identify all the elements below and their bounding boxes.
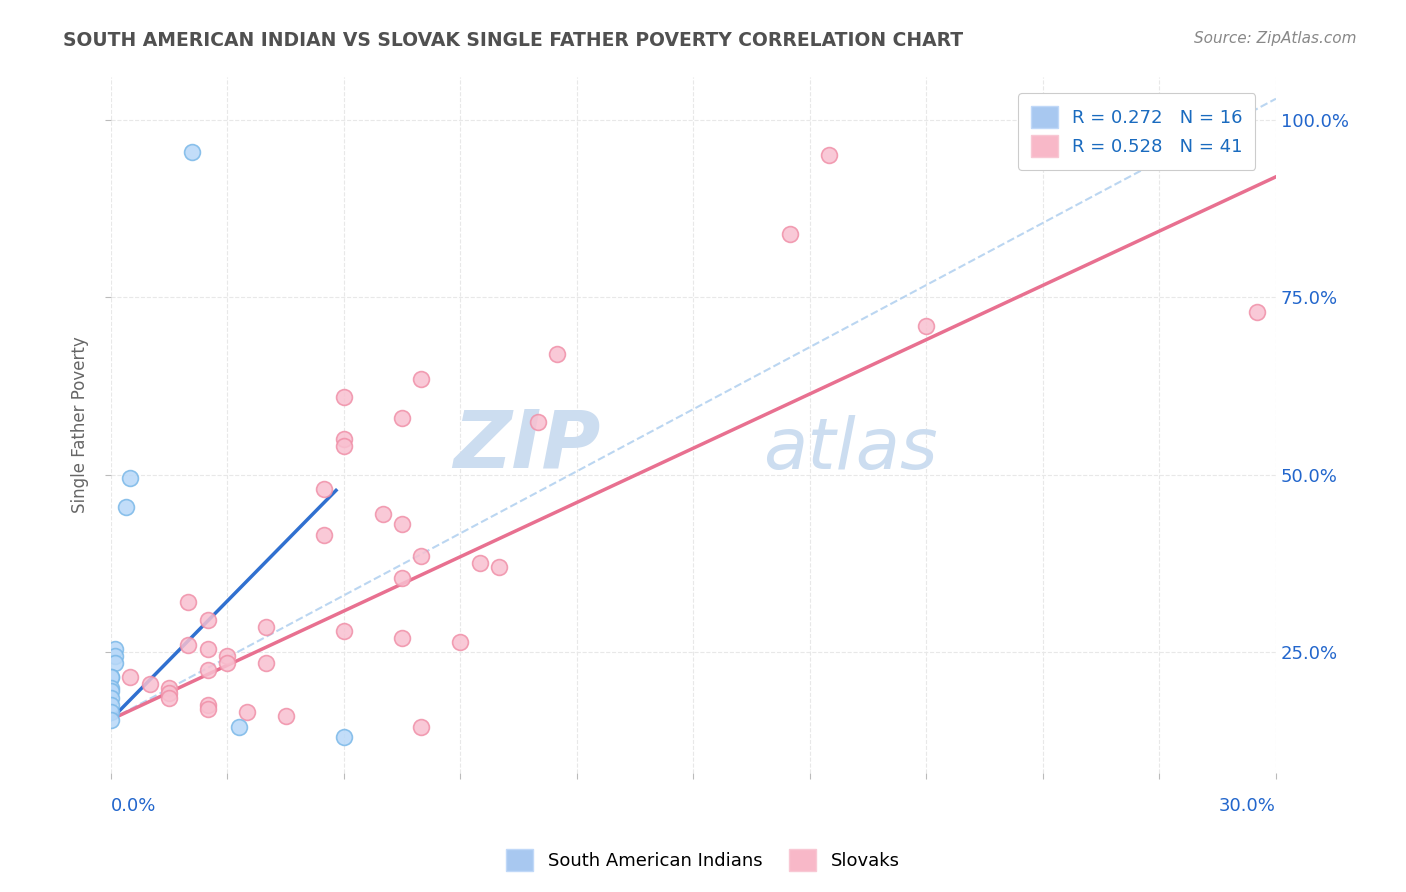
Legend: South American Indians, Slovaks: South American Indians, Slovaks — [499, 842, 907, 879]
Point — [818, 148, 841, 162]
Text: 0.0%: 0.0% — [111, 797, 156, 815]
Y-axis label: Single Father Poverty: Single Father Poverty — [72, 337, 89, 514]
Point — [254, 656, 277, 670]
Point — [100, 713, 122, 727]
Point — [333, 439, 356, 453]
Legend: R = 0.272   N = 16, R = 0.528   N = 41: R = 0.272 N = 16, R = 0.528 N = 41 — [1018, 94, 1256, 170]
Point — [217, 656, 239, 670]
Point — [197, 702, 219, 716]
Point — [546, 347, 568, 361]
Point — [120, 471, 142, 485]
Point — [157, 686, 180, 700]
Point — [100, 684, 122, 698]
Point — [228, 720, 250, 734]
Text: atlas: atlas — [763, 415, 938, 484]
Point — [235, 706, 257, 720]
Point — [100, 670, 122, 684]
Point — [157, 691, 180, 706]
Text: 30.0%: 30.0% — [1219, 797, 1277, 815]
Point — [391, 571, 413, 585]
Point — [104, 656, 127, 670]
Point — [391, 631, 413, 645]
Point — [254, 620, 277, 634]
Point — [449, 634, 471, 648]
Point — [391, 517, 413, 532]
Point — [100, 706, 122, 720]
Point — [100, 670, 122, 684]
Point — [157, 681, 180, 695]
Point — [488, 560, 510, 574]
Text: Source: ZipAtlas.com: Source: ZipAtlas.com — [1194, 31, 1357, 46]
Point — [779, 227, 801, 241]
Point — [333, 432, 356, 446]
Point — [177, 595, 200, 609]
Point — [527, 415, 550, 429]
Point — [197, 613, 219, 627]
Point — [100, 681, 122, 695]
Point — [915, 318, 938, 333]
Point — [197, 641, 219, 656]
Point — [115, 500, 138, 514]
Point — [104, 648, 127, 663]
Point — [333, 731, 356, 745]
Point — [100, 698, 122, 713]
Point — [120, 670, 142, 684]
Point — [411, 549, 433, 564]
Point — [138, 677, 160, 691]
Point — [333, 624, 356, 638]
Point — [391, 411, 413, 425]
Point — [197, 698, 219, 713]
Text: SOUTH AMERICAN INDIAN VS SLOVAK SINGLE FATHER POVERTY CORRELATION CHART: SOUTH AMERICAN INDIAN VS SLOVAK SINGLE F… — [63, 31, 963, 50]
Point — [197, 663, 219, 677]
Point — [371, 507, 394, 521]
Point — [411, 372, 433, 386]
Point — [104, 641, 127, 656]
Point — [181, 145, 204, 159]
Point — [333, 390, 356, 404]
Point — [274, 709, 297, 723]
Point — [468, 557, 491, 571]
Point — [177, 638, 200, 652]
Point — [314, 528, 336, 542]
Point — [100, 691, 122, 706]
Text: ZIP: ZIP — [453, 407, 600, 485]
Point — [411, 720, 433, 734]
Point — [314, 482, 336, 496]
Point — [217, 648, 239, 663]
Point — [1246, 304, 1268, 318]
